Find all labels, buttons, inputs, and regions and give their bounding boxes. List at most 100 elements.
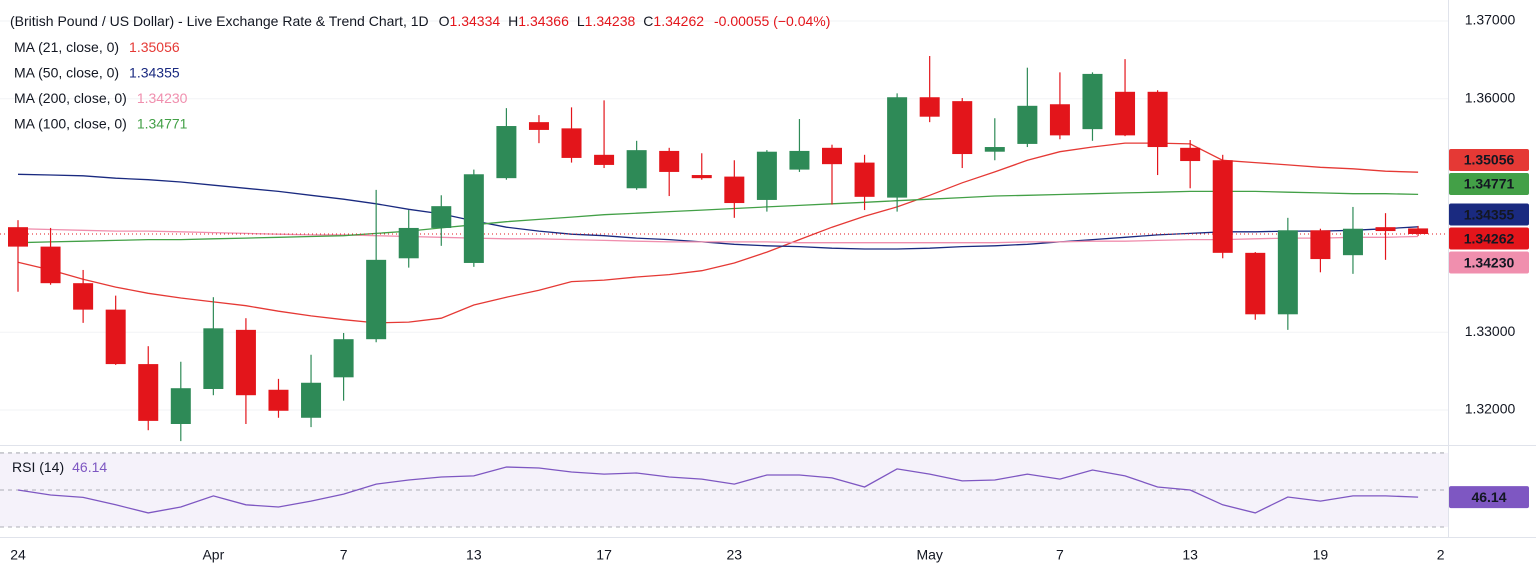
price-tag-label: 1.34262 (1464, 230, 1515, 246)
candle-body (1245, 252, 1266, 315)
price-tag-label: 1.34355 (1464, 206, 1515, 222)
change-value: -0.00055 (−0.04%) (714, 13, 830, 29)
candle-body (1017, 105, 1038, 144)
candle-body (691, 175, 712, 179)
x-tick-label: Apr (202, 547, 224, 563)
candle-body (854, 162, 875, 197)
candle-body (1147, 91, 1168, 148)
x-tick-label: 7 (340, 547, 348, 563)
candle-body (203, 328, 224, 389)
candle-body (756, 151, 777, 200)
ma-legend-name: MA (21, close, 0) (14, 39, 119, 55)
candle-body (1277, 230, 1298, 315)
candle-body (659, 150, 680, 172)
rsi-tag (1449, 486, 1529, 509)
x-tick-label: 23 (727, 547, 743, 563)
candle-body (594, 154, 615, 165)
candle-body (73, 283, 94, 310)
rsi-line (17, 466, 1419, 514)
candle-body (528, 122, 549, 130)
price-tag (1449, 227, 1529, 250)
price-tag (1449, 149, 1529, 172)
candle-body (1212, 160, 1233, 253)
y-tick-label: 1.36000 (1465, 90, 1516, 106)
candle-body (333, 339, 354, 378)
candle-body (170, 388, 191, 424)
candle-body (1310, 230, 1331, 260)
ma-line (17, 190, 1419, 244)
candle-body (40, 246, 61, 284)
candle-body (1115, 91, 1136, 136)
candle-body (887, 97, 908, 198)
price-tag (1449, 203, 1529, 226)
candle-body (822, 147, 842, 165)
legend-layer: (British Pound / US Dollar) - Live Excha… (10, 13, 830, 132)
candle-body (919, 97, 940, 117)
ma-legend: MA (21, close, 0) 1.35056 (14, 39, 180, 55)
rsi-legend: RSI (14) 46.14 (12, 459, 107, 475)
x-tick-label: 24 (10, 547, 26, 563)
candle-body (398, 227, 419, 259)
candle-body (561, 128, 582, 158)
ohlc-value: 1.34262 (653, 13, 704, 29)
ma-legend: MA (50, close, 0) 1.34355 (14, 64, 180, 80)
candle-body (1375, 227, 1396, 232)
x-tick-label: May (916, 547, 942, 563)
price-tag (1449, 251, 1529, 274)
candle-layer (8, 56, 1429, 442)
ohlc-label: C (643, 13, 653, 29)
candle-body (1180, 147, 1201, 162)
price-tag (1449, 173, 1529, 196)
y-tick-label: 1.37000 (1465, 12, 1516, 28)
price-tag-label: 1.34230 (1464, 254, 1515, 270)
candle-body (1342, 228, 1363, 256)
rsi-legend-name: RSI (14) (12, 459, 64, 475)
x-tick-label: 13 (1182, 547, 1198, 563)
ma-legend-value: 1.34355 (129, 64, 180, 80)
candle-body (138, 364, 159, 421)
price-tag-layer: 1.35056 1.34771 1.34355 1.34262 1.34230 46.14 (1449, 149, 1529, 509)
price-tag-label: 1.35056 (1464, 152, 1515, 168)
ohlc-label: L (577, 13, 585, 29)
ohlc-value: 1.34238 (585, 13, 636, 29)
axis-layer: 1.32000 1.33000 1.36000 1.37000 24 Apr 7 13 17 23… (10, 12, 1515, 563)
candle-body (952, 101, 973, 155)
ma-legend-name: MA (100, close, 0) (14, 115, 127, 131)
ma-line (17, 142, 1419, 324)
candle-body (235, 329, 256, 396)
ma-layer (0, 142, 1448, 324)
x-tick-label: 7 (1056, 547, 1064, 563)
ohlc-value: 1.34366 (518, 13, 569, 29)
candle-body (431, 206, 452, 228)
ma-line (17, 228, 1419, 244)
ma-legend-value: 1.34771 (137, 115, 188, 131)
ma-legend-name: MA (50, close, 0) (14, 64, 119, 80)
ohlc-value: 1.34334 (450, 13, 501, 29)
candle-body (105, 309, 126, 365)
ma-legend-name: MA (200, close, 0) (14, 90, 127, 106)
chart-header: (British Pound / US Dollar) - Live Excha… (10, 13, 830, 29)
candle-body (463, 174, 484, 263)
x-tick-label: 2 (1437, 547, 1445, 563)
candle-body (1082, 73, 1103, 130)
rsi-tag-label: 46.14 (1471, 489, 1506, 505)
candle-body (1408, 228, 1429, 235)
candle-body (496, 126, 517, 179)
x-tick-label: 13 (466, 547, 482, 563)
candle-body (301, 382, 322, 418)
rsi-legend-value: 46.14 (72, 459, 107, 475)
x-tick-label: 19 (1313, 547, 1329, 563)
ma-legend-value: 1.34230 (137, 90, 188, 106)
candle-body (789, 150, 810, 170)
candle-body (8, 227, 28, 247)
ohlc-label: O (439, 13, 450, 29)
ma-legend-value: 1.35056 (129, 39, 180, 55)
price-tag-label: 1.34771 (1464, 176, 1515, 192)
ma-legend: MA (100, close, 0) 1.34771 (14, 115, 188, 131)
candle-body (984, 147, 1005, 152)
chart-title: (British Pound / US Dollar) - Live Excha… (10, 13, 429, 29)
candle-body (1049, 104, 1070, 136)
candle-body (366, 259, 387, 340)
